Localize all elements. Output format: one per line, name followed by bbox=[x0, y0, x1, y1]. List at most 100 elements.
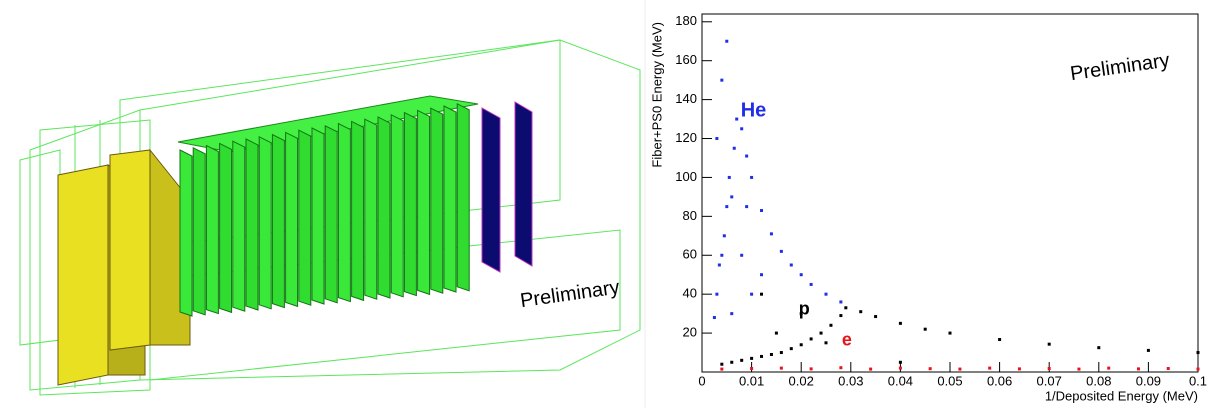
calorimeter bbox=[57, 148, 191, 386]
slab bbox=[403, 111, 417, 297]
point bbox=[799, 343, 803, 347]
point bbox=[1017, 367, 1021, 371]
label: Preliminary bbox=[519, 276, 621, 312]
point bbox=[750, 356, 754, 360]
x-tick-label: 0.05 bbox=[937, 373, 962, 388]
slab bbox=[298, 129, 312, 306]
point bbox=[844, 306, 848, 310]
y-tick-label: 180 bbox=[675, 13, 697, 28]
point bbox=[779, 351, 783, 355]
slab bbox=[337, 122, 351, 303]
y-tick-label: 60 bbox=[683, 247, 697, 262]
point bbox=[769, 232, 773, 236]
point bbox=[1047, 366, 1051, 370]
slab bbox=[285, 131, 299, 308]
x-tick-label: 0.02 bbox=[789, 373, 814, 388]
point bbox=[722, 234, 726, 238]
point bbox=[720, 367, 724, 371]
plate bbox=[481, 107, 501, 273]
point bbox=[740, 127, 744, 131]
slab bbox=[417, 109, 431, 296]
x-tick-label: 0 bbox=[698, 373, 705, 388]
point bbox=[1196, 367, 1200, 371]
frame bbox=[39, 119, 151, 396]
point bbox=[829, 323, 833, 327]
x-tick-label: 0.09 bbox=[1136, 373, 1161, 388]
point bbox=[948, 331, 952, 335]
point bbox=[720, 253, 724, 257]
point bbox=[839, 300, 843, 304]
point bbox=[750, 292, 754, 296]
point bbox=[1107, 366, 1111, 370]
x-tick-label: 0.01 bbox=[739, 373, 764, 388]
point bbox=[789, 347, 793, 351]
point bbox=[988, 366, 992, 370]
point bbox=[720, 362, 724, 366]
point bbox=[715, 137, 719, 141]
point bbox=[1047, 342, 1051, 346]
point bbox=[715, 292, 719, 296]
series-label: e bbox=[842, 330, 852, 350]
point bbox=[958, 367, 962, 371]
slab bbox=[205, 144, 219, 315]
point bbox=[774, 331, 778, 335]
point bbox=[730, 360, 734, 364]
point bbox=[1077, 367, 1081, 371]
slab bbox=[324, 124, 338, 304]
point bbox=[799, 312, 803, 316]
slab bbox=[271, 133, 285, 309]
point bbox=[725, 205, 729, 209]
point bbox=[809, 282, 813, 286]
point bbox=[760, 354, 764, 358]
point bbox=[1166, 366, 1170, 370]
point bbox=[735, 117, 739, 121]
point bbox=[725, 39, 729, 43]
point bbox=[998, 338, 1002, 342]
slab bbox=[179, 149, 193, 317]
slab bbox=[219, 142, 233, 314]
point bbox=[740, 358, 744, 362]
point bbox=[809, 367, 813, 371]
point bbox=[745, 205, 749, 209]
point bbox=[750, 175, 754, 179]
point bbox=[824, 341, 828, 345]
point bbox=[789, 263, 793, 267]
slab bbox=[192, 146, 206, 316]
x-tick-label: 0.03 bbox=[838, 373, 863, 388]
point bbox=[819, 331, 823, 335]
point bbox=[717, 263, 721, 267]
point bbox=[727, 175, 731, 179]
point bbox=[839, 314, 843, 318]
point bbox=[712, 316, 716, 320]
point bbox=[745, 154, 749, 158]
point bbox=[1097, 346, 1101, 350]
x-tick-label: 0.04 bbox=[888, 373, 913, 388]
y-tick-label: 160 bbox=[675, 52, 697, 67]
point bbox=[824, 292, 828, 296]
tracker bbox=[177, 95, 479, 317]
point bbox=[750, 366, 754, 370]
point bbox=[898, 321, 902, 325]
slab bbox=[311, 127, 325, 305]
x-tick-label: 0.06 bbox=[987, 373, 1012, 388]
slab bbox=[232, 140, 246, 312]
block bbox=[109, 149, 151, 351]
point bbox=[779, 249, 783, 253]
slab bbox=[351, 120, 365, 302]
x-tick-label: 0.07 bbox=[1037, 373, 1062, 388]
plate bbox=[514, 101, 533, 267]
point bbox=[760, 209, 764, 213]
slab bbox=[390, 113, 404, 298]
point bbox=[839, 366, 843, 370]
point bbox=[898, 360, 902, 364]
x-axis-label: 1/Deposited Energy (MeV) bbox=[1045, 388, 1198, 403]
point bbox=[928, 367, 932, 371]
y-tick-label: 100 bbox=[675, 169, 697, 184]
x-tick-label: 0.1 bbox=[1189, 373, 1207, 388]
point bbox=[730, 312, 734, 316]
point bbox=[760, 292, 764, 296]
detector-view: Preliminary bbox=[19, 39, 641, 396]
point bbox=[779, 366, 783, 370]
y-tick-label: 140 bbox=[675, 91, 697, 106]
y-tick-label: 20 bbox=[683, 325, 697, 340]
